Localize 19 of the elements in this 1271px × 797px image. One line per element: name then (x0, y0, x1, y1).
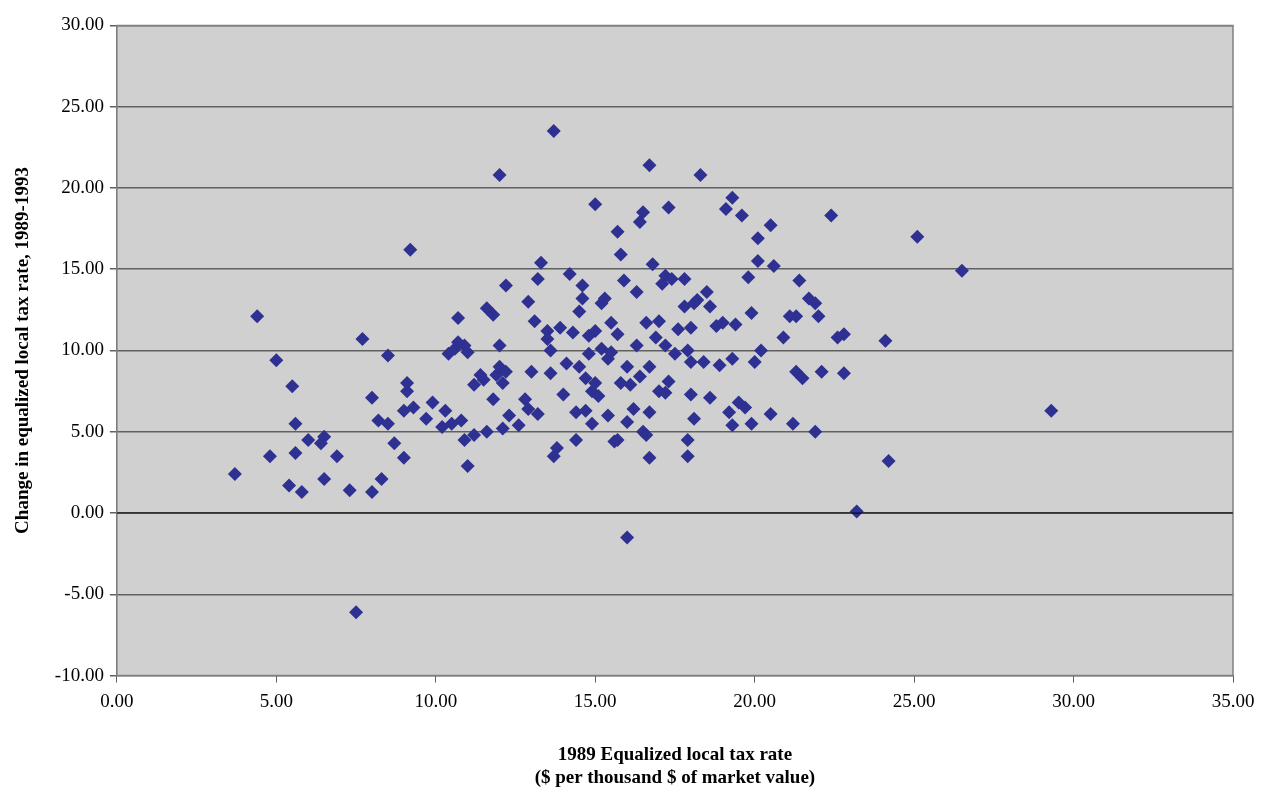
y-axis-title: Change in equalized local tax rate, 1989-1993 (11, 167, 33, 534)
x-tick-label: 35.00 (1211, 689, 1255, 711)
x-tick-label: 0.00 (100, 689, 134, 711)
x-tick-label: 5.00 (259, 689, 293, 711)
y-tick-label: 5.00 (70, 419, 104, 441)
x-tick-label: 20.00 (733, 689, 777, 711)
x-tick-label: 15.00 (573, 689, 617, 711)
y-tick-label: -10.00 (54, 663, 104, 685)
x-tick-label: 10.00 (414, 689, 458, 711)
y-tick-label: 30.00 (61, 13, 104, 35)
x-tick-label: 30.00 (1052, 689, 1095, 711)
y-tick-label: 0.00 (70, 501, 104, 523)
y-tick-label: -5.00 (64, 582, 104, 604)
y-tick-label: 10.00 (61, 338, 104, 360)
x-axis-title: 1989 Equalized local tax rate ($ per thousand $ of market value) (534, 742, 816, 788)
x-tick-label: 25.00 (892, 689, 936, 711)
y-tick-label: 15.00 (61, 257, 104, 279)
y-tick-label: 20.00 (61, 175, 104, 197)
y-tick-label: 25.00 (61, 94, 104, 116)
